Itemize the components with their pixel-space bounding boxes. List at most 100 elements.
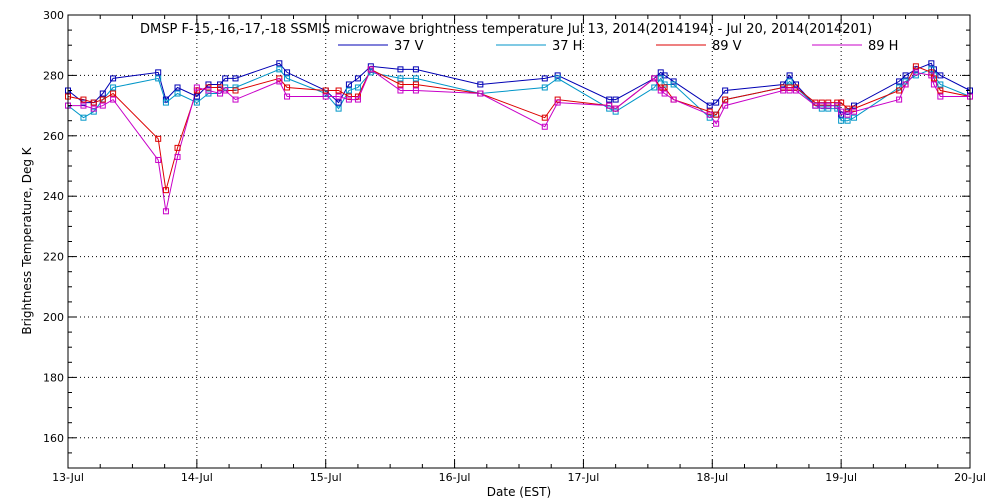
data-point-89-h xyxy=(477,90,484,97)
series-lines xyxy=(67,62,971,212)
data-point-89-v xyxy=(80,96,87,103)
data-point-37-h xyxy=(818,105,825,112)
data-point-37-v xyxy=(232,75,239,82)
data-point-37-h xyxy=(354,84,361,91)
data-point-89-v xyxy=(657,84,664,91)
y-tick-label: 180 xyxy=(43,371,64,384)
data-point-89-v xyxy=(412,81,419,88)
data-point-37-h xyxy=(912,72,919,79)
data-point-89-v xyxy=(838,99,845,106)
data-point-37-v xyxy=(412,66,419,73)
data-point-89-h xyxy=(706,111,713,118)
data-point-89-v xyxy=(661,84,668,91)
data-point-89-v xyxy=(232,87,239,94)
data-point-89-v xyxy=(541,114,548,121)
data-point-89-h xyxy=(612,105,619,112)
data-point-89-h xyxy=(222,87,229,94)
data-point-37-v xyxy=(155,69,162,76)
data-point-89-h xyxy=(162,208,169,215)
y-tick-labels: 160 180 200 220 240 260 280 300 xyxy=(43,9,64,445)
data-point-37-v xyxy=(606,96,613,103)
legend-label-37-v: 37 V xyxy=(394,39,424,54)
data-point-89-v xyxy=(217,84,224,91)
data-point-89-v xyxy=(834,99,841,106)
data-point-89-h xyxy=(937,93,944,100)
y-tick-label: 160 xyxy=(43,432,64,445)
data-point-89-h xyxy=(232,96,239,103)
y-tick-label: 200 xyxy=(43,311,64,324)
legend-label-89-v: 89 V xyxy=(712,39,742,54)
data-point-37-v xyxy=(222,75,229,82)
data-point-37-h xyxy=(276,66,283,73)
data-point-89-h xyxy=(670,96,677,103)
data-point-37-v xyxy=(937,72,944,79)
data-point-37-h xyxy=(928,66,935,73)
data-point-89-h xyxy=(90,105,97,112)
data-point-89-h xyxy=(930,81,937,88)
data-point-37-v xyxy=(397,66,404,73)
data-point-89-h xyxy=(818,102,825,109)
data-point-89-h xyxy=(661,90,668,97)
x-tick-label: 13-Jul xyxy=(52,471,84,484)
data-point-89-h xyxy=(722,102,729,109)
data-point-37-v xyxy=(851,102,858,109)
data-point-37-v xyxy=(912,66,919,73)
y-tick-label: 300 xyxy=(43,9,64,22)
data-point-37-h xyxy=(937,81,944,88)
data-point-37-v xyxy=(786,72,793,79)
data-point-89-h xyxy=(193,84,200,91)
data-point-37-v xyxy=(902,72,909,79)
data-point-89-v xyxy=(896,87,903,94)
data-point-89-h xyxy=(834,102,841,109)
data-point-37-v xyxy=(706,102,713,109)
legend-label-37-h: 37 H xyxy=(552,39,582,54)
data-point-37-v xyxy=(554,72,561,79)
x-tick-label: 14-Jul xyxy=(181,471,213,484)
data-point-89-h xyxy=(541,123,548,130)
chart-title: DMSP F-15,-16,-17,-18 SSMIS microwave br… xyxy=(140,22,872,37)
data-point-37-v xyxy=(838,111,845,118)
data-point-89-h xyxy=(99,102,106,109)
data-point-89-v xyxy=(554,96,561,103)
grid-lines xyxy=(68,15,970,468)
data-point-89-v xyxy=(174,144,181,151)
data-point-89-v xyxy=(825,99,832,106)
data-point-37-v xyxy=(162,96,169,103)
data-point-37-v xyxy=(612,96,619,103)
data-point-37-h xyxy=(612,108,619,115)
data-point-89-v xyxy=(205,84,212,91)
data-point-37-h xyxy=(90,108,97,115)
data-point-89-h xyxy=(606,102,613,109)
data-point-37-h xyxy=(284,75,291,82)
data-point-89-v xyxy=(713,111,720,118)
legend-label-89-h: 89 H xyxy=(868,39,898,54)
data-point-89-v xyxy=(155,135,162,142)
data-point-37-v xyxy=(284,69,291,76)
data-point-89-h xyxy=(205,87,212,94)
data-point-89-h xyxy=(812,102,819,109)
data-point-37-v xyxy=(276,60,283,67)
data-point-89-v xyxy=(786,84,793,91)
data-point-89-h xyxy=(902,81,909,88)
data-point-37-v xyxy=(844,108,851,115)
data-point-89-v xyxy=(706,108,713,115)
data-point-37-h xyxy=(670,81,677,88)
data-point-89-h xyxy=(80,102,87,109)
data-point-89-h xyxy=(276,78,283,85)
data-point-89-v xyxy=(780,84,787,91)
data-point-89-v xyxy=(844,105,851,112)
data-point-89-h xyxy=(793,87,800,94)
tick-marks xyxy=(67,14,971,469)
data-point-89-h xyxy=(851,108,858,115)
data-point-37-h xyxy=(786,78,793,85)
x-tick-label: 20-Jul xyxy=(954,471,986,484)
data-point-37-h xyxy=(606,105,613,112)
data-point-37-h xyxy=(193,99,200,106)
data-point-89-h xyxy=(844,111,851,118)
data-point-37-h xyxy=(162,99,169,106)
data-point-37-h xyxy=(541,84,548,91)
data-point-89-h xyxy=(825,102,832,109)
data-point-89-h xyxy=(780,87,787,94)
data-point-37-v xyxy=(99,90,106,97)
y-axis-label: Brightness Temperature, Deg K xyxy=(20,146,34,334)
